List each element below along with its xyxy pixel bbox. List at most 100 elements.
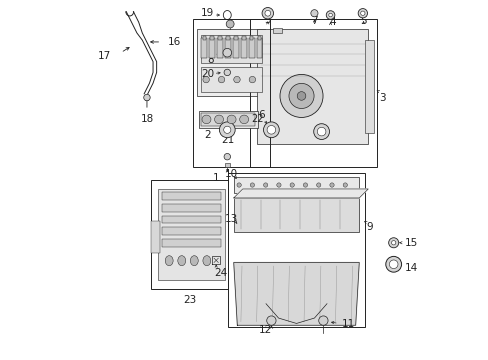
Text: 10: 10 — [224, 169, 237, 179]
Circle shape — [385, 256, 401, 272]
Bar — [162, 239, 221, 247]
Bar — [233, 198, 359, 232]
Text: 6: 6 — [258, 111, 264, 121]
Bar — [162, 216, 221, 224]
Circle shape — [262, 8, 273, 19]
Ellipse shape — [178, 256, 185, 266]
Circle shape — [224, 153, 230, 160]
Polygon shape — [233, 262, 359, 325]
Bar — [201, 35, 261, 63]
Circle shape — [343, 183, 346, 187]
Text: 15: 15 — [405, 238, 418, 248]
Circle shape — [316, 183, 320, 187]
Circle shape — [310, 10, 317, 17]
Circle shape — [325, 11, 334, 19]
Circle shape — [289, 183, 294, 187]
Text: 23: 23 — [183, 295, 196, 305]
Circle shape — [288, 84, 313, 108]
Text: 14: 14 — [405, 263, 418, 273]
Bar — [364, 40, 373, 134]
Bar — [201, 39, 207, 58]
Text: 20: 20 — [201, 69, 214, 79]
Bar — [228, 173, 364, 327]
Circle shape — [249, 76, 255, 83]
Polygon shape — [233, 189, 367, 198]
Bar — [217, 39, 223, 58]
Bar — [249, 19, 376, 167]
Circle shape — [313, 124, 329, 139]
Text: 24: 24 — [214, 267, 227, 278]
Circle shape — [223, 48, 231, 57]
Circle shape — [237, 183, 241, 187]
Circle shape — [263, 122, 279, 138]
Text: 5: 5 — [264, 15, 270, 26]
Bar — [249, 36, 253, 40]
Bar — [198, 111, 257, 128]
Text: 16: 16 — [167, 37, 181, 47]
Circle shape — [266, 126, 275, 134]
Circle shape — [224, 69, 230, 76]
Bar — [151, 221, 160, 253]
Circle shape — [357, 9, 367, 18]
Bar — [151, 180, 228, 289]
Ellipse shape — [226, 115, 236, 124]
Circle shape — [218, 76, 224, 83]
Circle shape — [303, 183, 307, 187]
Bar — [162, 204, 221, 212]
Text: 22: 22 — [250, 114, 263, 125]
Circle shape — [388, 238, 398, 248]
Circle shape — [318, 316, 327, 325]
Bar — [201, 113, 254, 126]
Circle shape — [280, 75, 323, 117]
Bar — [234, 36, 237, 40]
Text: 17: 17 — [98, 51, 111, 61]
Bar — [192, 19, 269, 167]
Bar — [257, 36, 261, 40]
Text: 4: 4 — [328, 17, 335, 27]
Circle shape — [203, 76, 209, 83]
Text: 9: 9 — [365, 222, 372, 231]
Text: 21: 21 — [221, 135, 235, 145]
Bar — [202, 36, 206, 40]
Text: 19: 19 — [201, 8, 214, 18]
Bar — [162, 192, 221, 200]
Circle shape — [219, 122, 235, 138]
Bar — [201, 67, 261, 92]
Circle shape — [264, 10, 270, 16]
Bar — [210, 36, 214, 40]
Text: 18: 18 — [140, 114, 153, 124]
Text: 5: 5 — [360, 16, 366, 26]
Bar — [218, 36, 222, 40]
Circle shape — [329, 183, 333, 187]
Bar — [257, 30, 367, 144]
Circle shape — [226, 20, 234, 28]
Ellipse shape — [165, 256, 173, 266]
Circle shape — [297, 92, 305, 100]
Bar — [242, 36, 245, 40]
Text: 13: 13 — [224, 215, 237, 224]
Bar — [224, 163, 229, 167]
Ellipse shape — [203, 256, 210, 266]
Text: 2: 2 — [204, 130, 210, 140]
Bar — [162, 227, 221, 235]
Bar — [158, 189, 224, 280]
Circle shape — [263, 183, 267, 187]
Text: 12: 12 — [258, 325, 271, 335]
Circle shape — [250, 183, 254, 187]
Circle shape — [360, 11, 364, 15]
Circle shape — [223, 126, 230, 134]
Ellipse shape — [239, 115, 248, 124]
Bar — [233, 177, 359, 193]
Circle shape — [328, 13, 332, 17]
Circle shape — [266, 316, 276, 325]
Circle shape — [233, 76, 240, 83]
Circle shape — [391, 240, 395, 245]
Text: 8: 8 — [206, 55, 213, 65]
Bar — [209, 39, 215, 58]
Bar — [226, 36, 229, 40]
Bar — [256, 39, 262, 58]
Circle shape — [276, 183, 281, 187]
Bar — [233, 39, 238, 58]
Text: 7: 7 — [310, 16, 317, 26]
Ellipse shape — [190, 256, 198, 266]
